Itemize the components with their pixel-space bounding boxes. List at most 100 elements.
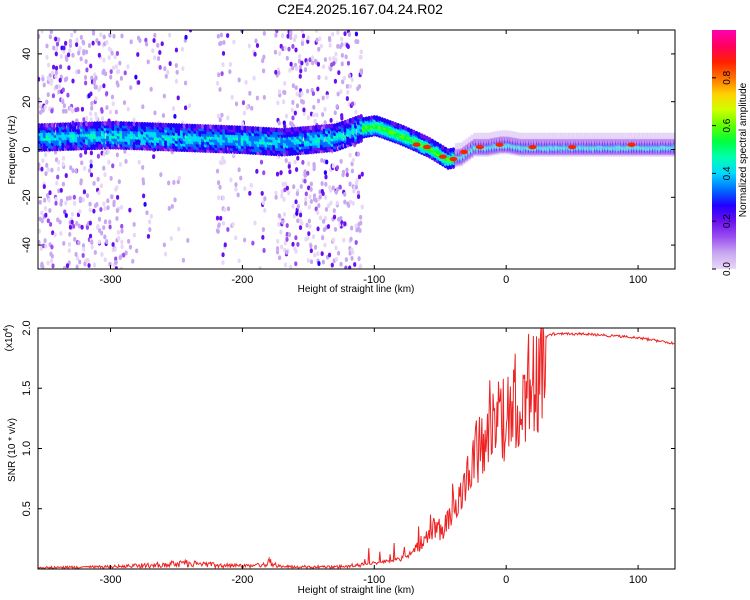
heatmap-halo (460, 142, 464, 167)
heatmap-cell (300, 91, 304, 96)
heatmap-cell (79, 121, 84, 127)
heatmap-cell (356, 151, 360, 157)
heatmap-cell (235, 125, 239, 131)
heatmap-cell (333, 227, 338, 232)
heatmap-cell (280, 193, 284, 199)
heatmap-cell (47, 76, 51, 82)
heatmap-cell (56, 159, 61, 165)
heatmap-cell (99, 32, 103, 38)
heatmap-hotspot (449, 156, 458, 162)
heatmap-cell (102, 57, 106, 63)
heatmap-cell (259, 159, 264, 165)
heatmap-cell (173, 197, 177, 203)
heatmap-cell (226, 115, 230, 121)
heatmap-halo (602, 132, 606, 157)
heatmap-halo (512, 131, 516, 156)
heatmap-cell (206, 124, 210, 130)
colorbar-tick-label: 0.2 (722, 214, 733, 228)
heatmap-cell (345, 167, 349, 173)
heatmap-cell (114, 109, 118, 115)
heatmap-cell (372, 115, 377, 120)
heatmap-cell (221, 50, 226, 56)
heatmap-halo (562, 132, 567, 157)
heatmap-cell (314, 206, 318, 212)
heatmap-cell (323, 215, 328, 221)
heatmap-cell (85, 116, 89, 121)
heatmap-cell (126, 64, 130, 70)
heatmap-cell (81, 197, 86, 203)
heatmap-cell (132, 232, 136, 238)
heatmap-cell (290, 127, 295, 132)
heatmap-cell (61, 87, 65, 93)
heatmap-halo (613, 132, 617, 157)
heatmap-cell (262, 54, 266, 60)
page-title: C2E4.2025.167.04.24.R02 (277, 1, 443, 17)
heatmap-cell (79, 34, 83, 40)
heatmap-cell (120, 239, 124, 245)
heatmap-cell (306, 39, 310, 44)
heatmap-cell (169, 122, 174, 128)
heatmap-cell (73, 30, 77, 34)
colorbar-tick-label: 0.4 (722, 166, 733, 180)
heatmap-cell (323, 57, 328, 63)
heatmap-cell (321, 259, 325, 265)
colorbar-tick-label: 0.8 (722, 70, 733, 84)
heatmap-halo (467, 136, 472, 161)
heatmap-cell (277, 70, 281, 76)
heatmap-hotspot (423, 144, 432, 150)
heatmap-cell (295, 103, 300, 109)
heatmap-cell (287, 232, 292, 238)
heatmap-cell (97, 190, 101, 196)
heatmap-cell (301, 33, 306, 39)
heatmap-halo (649, 132, 654, 157)
heatmap-cell (41, 264, 45, 269)
heatmap-cell (102, 201, 106, 207)
heatmap-cell (295, 66, 299, 71)
heatmap-cell (49, 258, 54, 264)
heatmap-cell (288, 127, 292, 133)
heatmap-cell (69, 165, 73, 171)
heatmap-cell (64, 108, 68, 114)
heatmap-cell (146, 59, 150, 65)
heatmap-cell (90, 244, 94, 250)
heatmap-hotspot (412, 142, 421, 147)
heatmap-cell (290, 107, 294, 113)
heatmap-halo (607, 132, 611, 157)
heatmap-cell (341, 169, 346, 175)
heatmap-cell (153, 110, 157, 116)
heatmap-cell (223, 207, 227, 213)
y-tick-label: 40 (21, 48, 33, 60)
heatmap-cell (240, 125, 245, 131)
snr-x-ticks: -300 -200 -100 0 100 (100, 328, 647, 586)
heatmap-cell (217, 195, 221, 200)
heatmap-cell (297, 58, 302, 64)
heatmap-cell (280, 127, 284, 133)
heatmap-cell (114, 186, 118, 192)
heatmap-cell (161, 113, 166, 118)
heatmap-cell (359, 214, 363, 220)
heatmap-cell (291, 115, 295, 121)
heatmap-cell (105, 239, 109, 244)
heatmap-cell (359, 220, 363, 226)
heatmap-cell (335, 104, 339, 109)
heatmap-cell (321, 191, 325, 197)
heatmap-cell (61, 155, 66, 161)
heatmap-cell (301, 126, 305, 131)
heatmap-cell (187, 123, 192, 129)
heatmap-cell (188, 30, 193, 33)
heatmap-cell (61, 122, 65, 128)
heatmap-cell (40, 123, 44, 128)
heatmap-cell (334, 57, 338, 63)
heatmap-cell (141, 165, 145, 170)
heatmap-cell (54, 46, 58, 52)
heatmap-cell (64, 173, 68, 178)
heatmap-cell (293, 159, 297, 165)
heatmap-cell (116, 229, 120, 235)
heatmap-cell (68, 224, 73, 230)
heatmap-cell (73, 201, 77, 206)
heatmap-cell (82, 40, 86, 46)
heatmap-cell (84, 80, 88, 86)
heatmap-cell (327, 123, 332, 129)
colorbar-label: Normalized spectral amplitude (738, 82, 749, 217)
heatmap-cell (163, 251, 168, 257)
